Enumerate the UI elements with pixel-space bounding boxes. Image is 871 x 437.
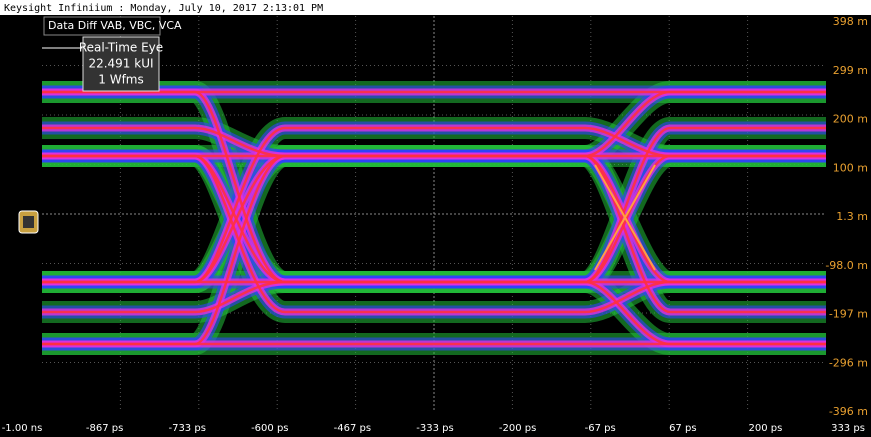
x-axis-label: 67 ps bbox=[669, 423, 696, 434]
header-title: Keysight Infiniium : Monday, July 10, 20… bbox=[4, 3, 323, 14]
x-axis-label: -467 ps bbox=[334, 423, 371, 434]
y-axis-label: -296 m bbox=[829, 356, 868, 369]
y-axis-label: 1.3 m bbox=[836, 210, 868, 223]
info-line: Real-Time Eye bbox=[79, 41, 163, 55]
y-axis-label: -197 m bbox=[829, 308, 868, 321]
info-line: 22.491 kUI bbox=[88, 57, 153, 71]
y-axis-label: -396 m bbox=[829, 405, 868, 418]
info-line: 1 Wfms bbox=[98, 73, 143, 87]
x-axis-label: -1.00 ns bbox=[2, 423, 43, 434]
y-axis-label: -98.0 m bbox=[825, 259, 868, 272]
y-axis-label: 299 m bbox=[833, 64, 868, 77]
x-axis-label: -600 ps bbox=[251, 423, 288, 434]
y-axis-label: 398 m bbox=[833, 15, 868, 28]
x-axis-label: 200 ps bbox=[748, 423, 782, 434]
y-axis-label: 100 m bbox=[833, 161, 868, 174]
y-axis-label: 200 m bbox=[833, 113, 868, 126]
x-axis-label: -333 ps bbox=[416, 423, 453, 434]
x-axis-label: -67 ps bbox=[585, 423, 616, 434]
page: Keysight Infiniium : Monday, July 10, 20… bbox=[0, 0, 871, 437]
x-axis-label: -867 ps bbox=[86, 423, 123, 434]
x-axis-label: -733 ps bbox=[168, 423, 205, 434]
x-axis-label: -200 ps bbox=[499, 423, 536, 434]
channel-label: Data Diff VAB, VBC, VCA bbox=[48, 19, 182, 32]
scope-screen: Keysight Infiniium : Monday, July 10, 20… bbox=[0, 0, 871, 437]
x-axis-label: 333 ps bbox=[831, 423, 865, 434]
marker-button-icon bbox=[23, 216, 34, 228]
